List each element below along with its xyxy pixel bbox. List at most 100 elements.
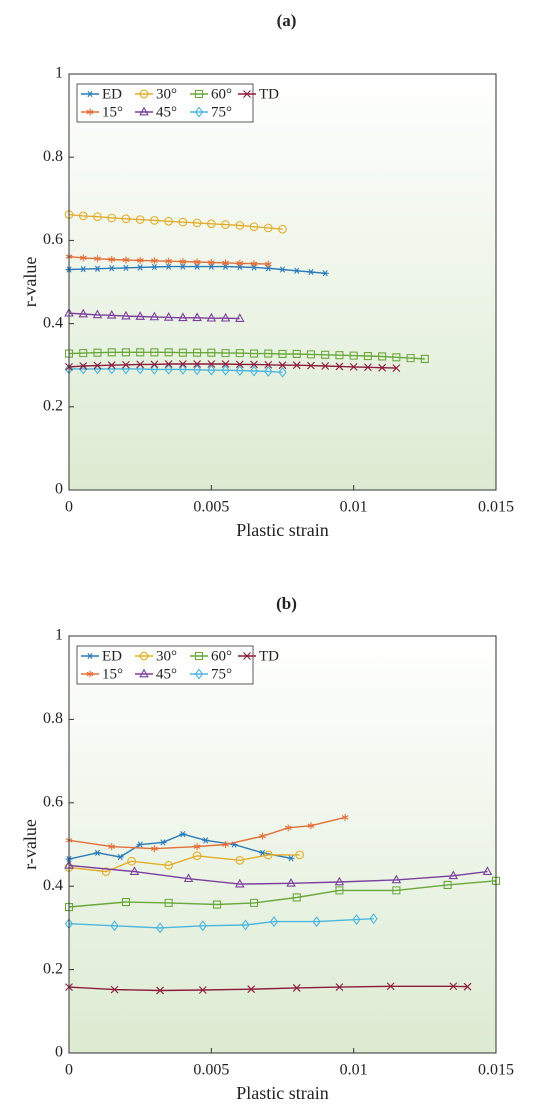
data-point [307, 822, 315, 830]
data-point [221, 364, 230, 376]
data-point [236, 259, 244, 267]
data-point [222, 263, 230, 270]
legend-box [76, 645, 254, 685]
data-point [192, 218, 202, 228]
data-point [150, 216, 159, 225]
data-point [221, 220, 230, 229]
data-point [221, 360, 230, 368]
data-point [92, 309, 103, 319]
data-point [106, 309, 117, 319]
legend-label: 75° [211, 666, 232, 682]
data-point [236, 263, 244, 271]
data-point [93, 849, 101, 856]
data-point [178, 348, 187, 357]
data-point [193, 258, 201, 266]
y-tick-label: 0 [55, 1044, 63, 1061]
data-point [150, 363, 159, 375]
data-point [448, 870, 459, 880]
axes-frame [68, 73, 497, 491]
data-point [307, 361, 315, 370]
data-point [163, 312, 174, 321]
legend-label: 60° [211, 86, 232, 102]
legend-label: 15° [102, 666, 123, 682]
data-point [179, 258, 187, 266]
data-point [259, 832, 266, 840]
data-point [192, 364, 202, 376]
data-point [284, 824, 292, 832]
data-point [386, 982, 395, 991]
legend-marker [243, 90, 251, 98]
data-point [420, 354, 429, 364]
data-point [122, 360, 130, 369]
data-point [110, 985, 119, 994]
data-point [249, 222, 259, 232]
data-point [193, 263, 201, 270]
legend-marker [194, 668, 204, 680]
data-point [79, 363, 88, 375]
data-point [64, 349, 74, 358]
data-point [101, 867, 111, 876]
series-line [68, 213, 283, 230]
data-point [392, 364, 401, 373]
series-line [68, 351, 425, 360]
data-point [312, 916, 321, 928]
data-point [79, 265, 87, 273]
series-line [68, 833, 292, 860]
axes-frame [68, 635, 497, 1054]
data-point [391, 874, 402, 884]
data-point [263, 223, 273, 233]
data-point [392, 886, 401, 895]
data-point [198, 920, 207, 932]
x-tick-label: 0.015 [478, 1062, 514, 1079]
data-point [207, 360, 216, 368]
data-point [183, 873, 194, 883]
data-point [293, 267, 301, 274]
data-point [235, 365, 244, 377]
y-axis-title: r-value [20, 819, 40, 870]
y-tick-label: 1 [55, 65, 63, 82]
data-point [108, 265, 116, 272]
data-point [207, 364, 216, 376]
data-point [136, 360, 145, 369]
data-point [178, 363, 188, 375]
data-point [207, 348, 216, 357]
data-point [79, 349, 88, 358]
data-point [121, 310, 131, 320]
legend-box [76, 83, 254, 123]
data-point [247, 985, 256, 994]
data-point [108, 256, 116, 264]
data-point [352, 914, 361, 926]
y-tick-label: 0 [55, 481, 63, 498]
data-point [235, 313, 245, 322]
data-point [150, 845, 158, 853]
data-point [378, 352, 387, 361]
legend-label: 30° [156, 648, 177, 664]
data-point [135, 215, 145, 224]
data-point [93, 265, 101, 272]
legend-marker [86, 90, 94, 98]
data-point [164, 348, 173, 357]
data-point [165, 257, 173, 265]
y-tick-label: 0.4 [43, 314, 63, 331]
data-point [93, 361, 102, 370]
data-point [463, 982, 472, 991]
data-point [93, 212, 102, 222]
data-point [249, 898, 259, 907]
data-point [235, 221, 245, 230]
data-point [121, 897, 130, 907]
legend-label: 30° [156, 86, 177, 102]
series-line [69, 368, 283, 373]
data-point [264, 360, 273, 369]
data-point [264, 260, 272, 268]
data-point [279, 266, 286, 273]
data-point [164, 363, 173, 375]
data-point [150, 348, 159, 357]
data-point [64, 903, 74, 912]
data-point [193, 360, 201, 368]
y-tick-label: 0.6 [43, 793, 63, 810]
data-point [321, 350, 330, 359]
data-point [292, 984, 301, 992]
data-point [107, 348, 116, 357]
data-point [155, 922, 165, 934]
